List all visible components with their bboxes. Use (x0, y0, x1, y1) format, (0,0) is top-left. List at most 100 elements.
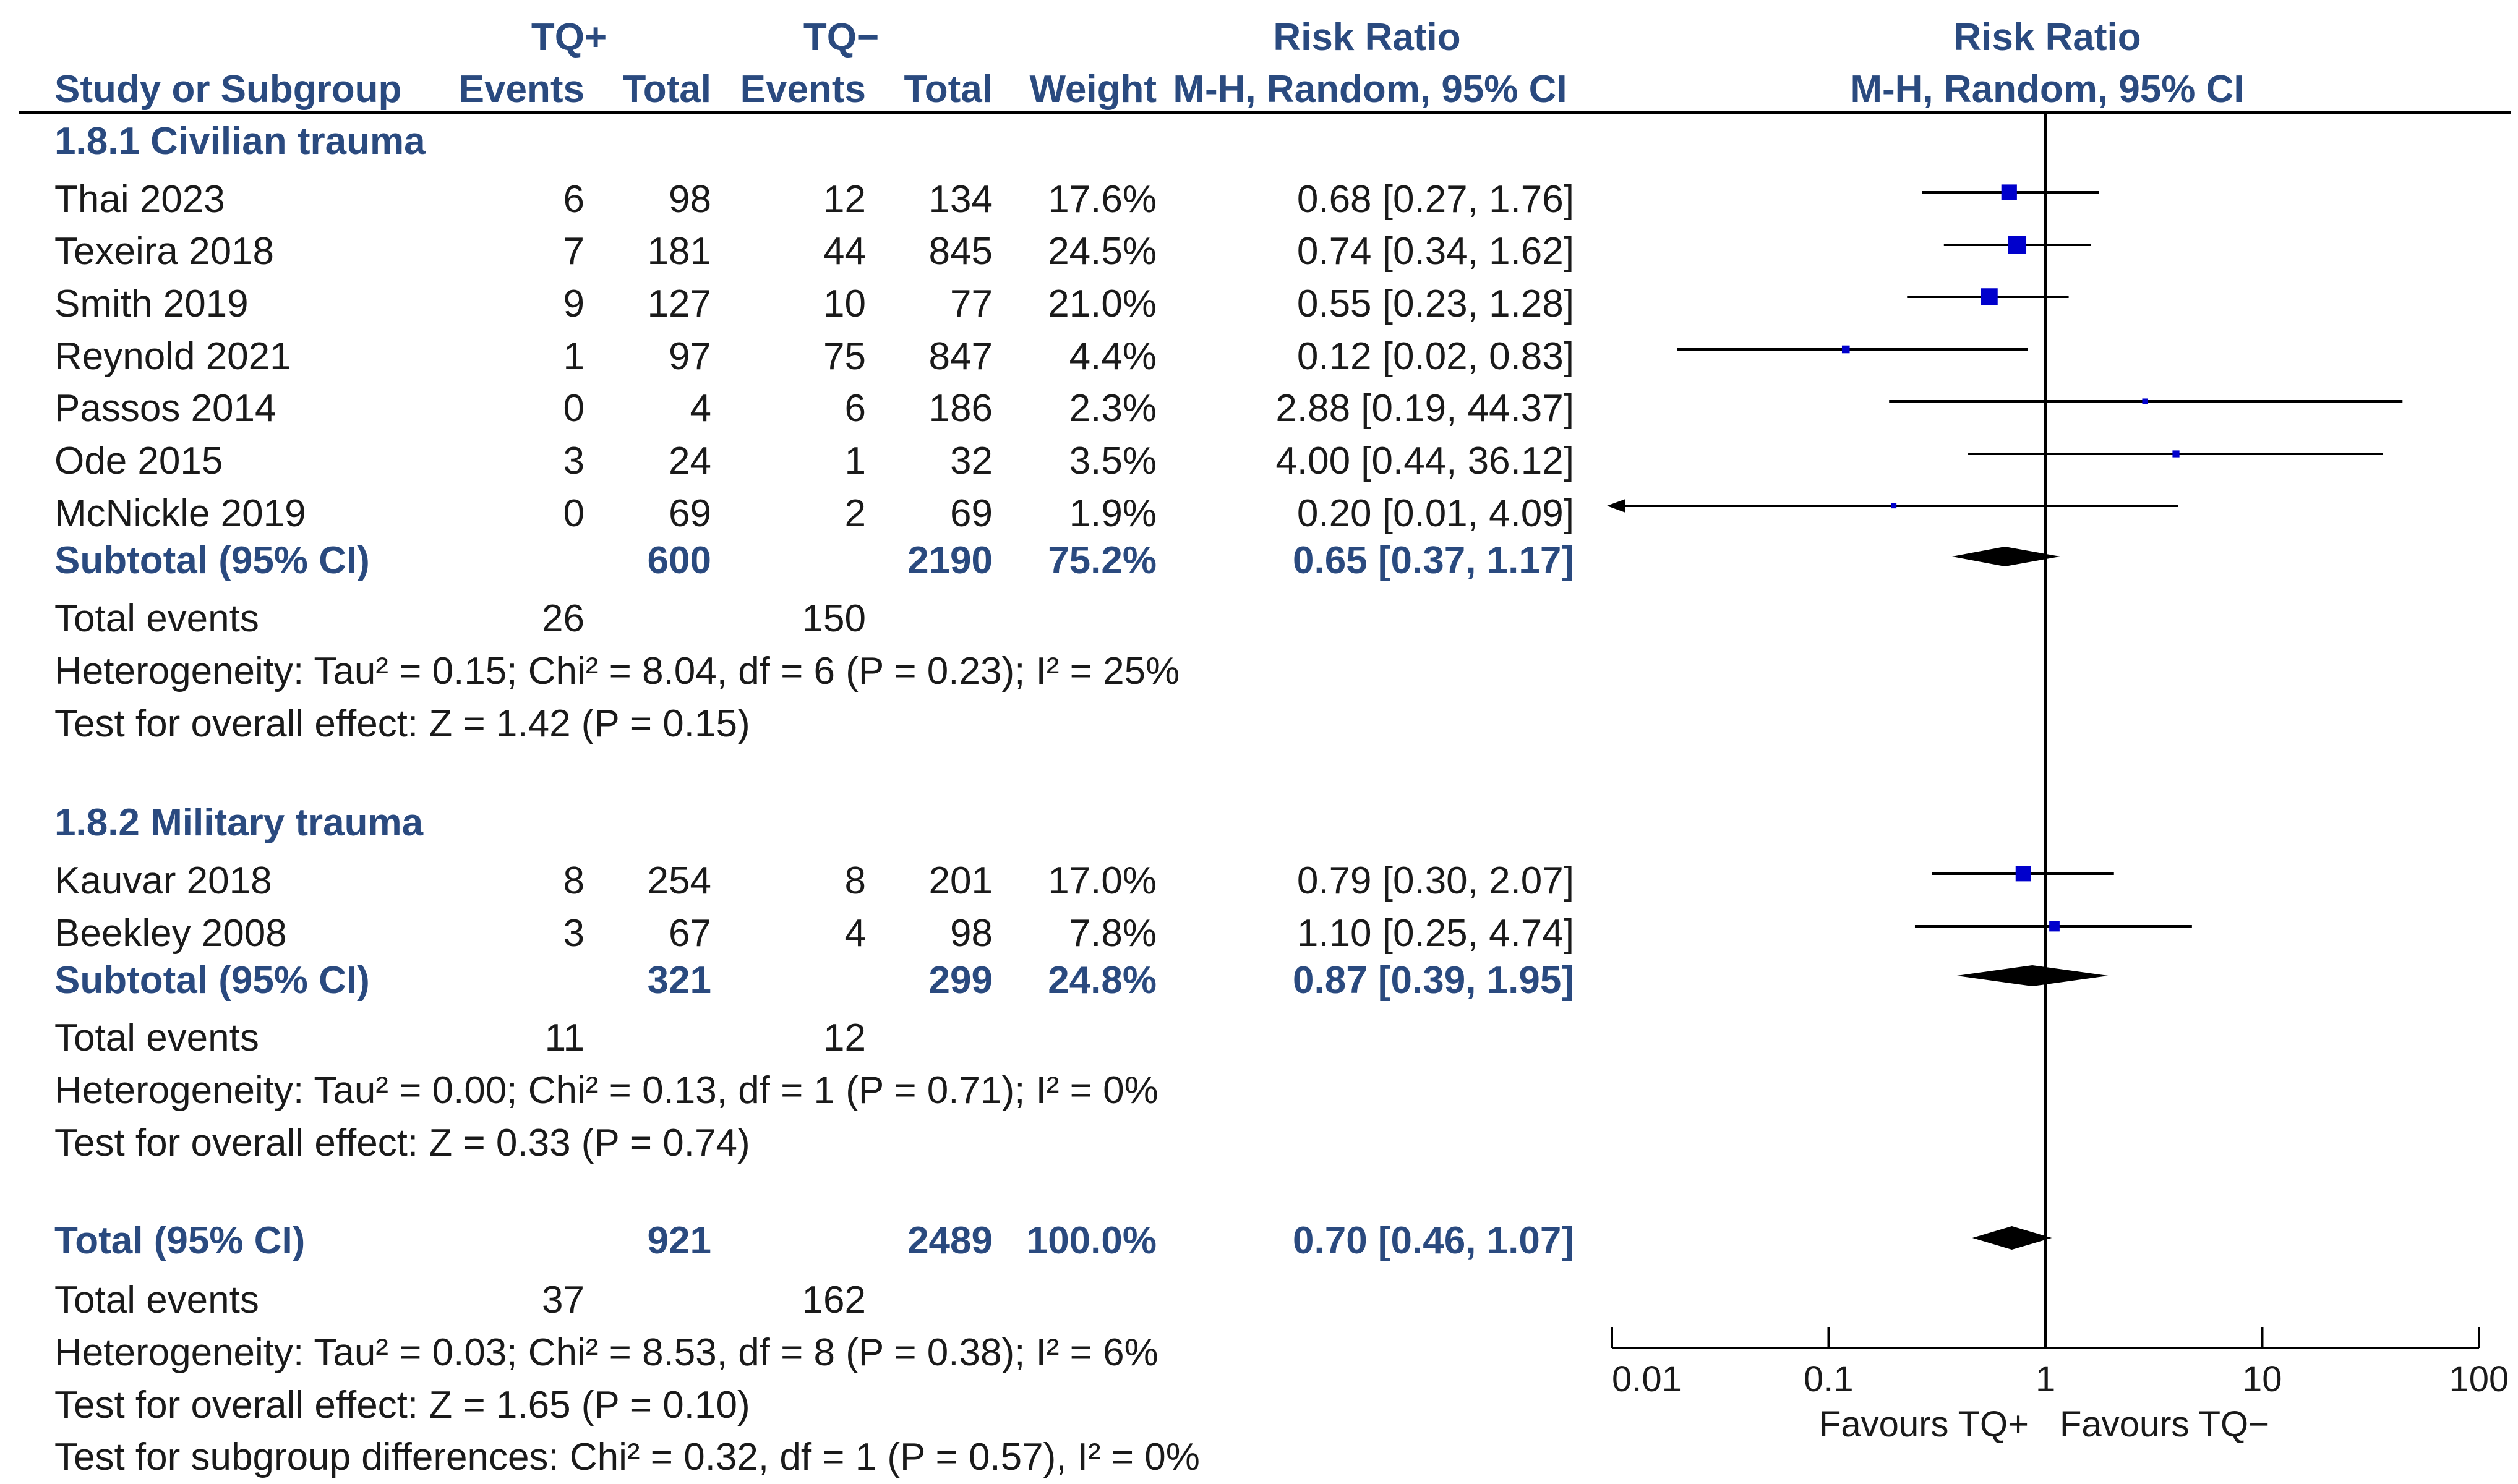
subgroup-title: 1.8.1 Civilian trauma (54, 120, 426, 163)
group1-header: TQ+ (531, 16, 607, 59)
study-name: Texeira 2018 (54, 230, 275, 273)
study-total2: 77 (950, 283, 993, 325)
heterogeneity-text: Heterogeneity: Tau² = 0.00; Chi² = 0.13,… (54, 1069, 1158, 1112)
study-events1: 7 (563, 230, 585, 273)
subtotal-total2: 299 (928, 959, 993, 1002)
x-tick-label: 0.01 (1612, 1359, 1682, 1399)
study-total1: 69 (669, 492, 711, 535)
study-total2: 847 (928, 335, 993, 378)
total-events2: 162 (802, 1279, 866, 1321)
study-name: Thai 2023 (54, 178, 225, 221)
effect-marker (1841, 345, 1850, 354)
subtotal-label: Subtotal (95% CI) (54, 539, 370, 582)
study-name: Ode 2015 (54, 440, 223, 482)
rr-column-header: Risk Ratio (1273, 16, 1461, 59)
study-weight: 3.5% (1069, 440, 1157, 482)
study-name: Kauvar 2018 (54, 859, 272, 902)
study-events2: 1 (844, 440, 866, 482)
overall-effect-text: Test for overall effect: Z = 1.42 (P = 0… (54, 702, 750, 745)
total-ci-text: 0.70 [0.46, 1.07] (1293, 1219, 1574, 1262)
effect-marker (2015, 866, 2031, 882)
method-plot-header: M-H, Random, 95% CI (1850, 68, 2245, 111)
subtotal-total1: 600 (647, 539, 711, 582)
x-tick-label: 10 (2242, 1359, 2282, 1399)
study-total1: 181 (647, 230, 711, 273)
study-events2: 75 (823, 335, 866, 378)
subgroup-differences-text: Test for subgroup differences: Chi² = 0.… (54, 1436, 1200, 1478)
subtotal-total2: 2190 (907, 539, 993, 582)
subtotal-label: Subtotal (95% CI) (54, 959, 370, 1002)
study-total2: 186 (928, 387, 993, 430)
total-events1: 11 (544, 1017, 585, 1059)
events2-header: Events (740, 68, 866, 111)
study-ci-text: 0.55 [0.23, 1.28] (1296, 283, 1574, 325)
subtotal-weight: 24.8% (1048, 959, 1157, 1002)
x-tick-label: 1 (2036, 1359, 2056, 1399)
weight-header: Weight (1029, 68, 1157, 111)
pooled-diamond (1951, 547, 2060, 566)
study-total1: 67 (669, 912, 711, 955)
study-events2: 6 (844, 387, 866, 430)
study-ci-text: 1.10 [0.25, 4.74] (1296, 912, 1574, 955)
effect-marker (2001, 184, 2017, 200)
effect-marker (2008, 236, 2027, 254)
study-events2: 10 (823, 283, 866, 325)
study-events1: 0 (563, 492, 585, 535)
study-total1: 254 (647, 859, 711, 902)
study-weight: 17.6% (1048, 178, 1157, 221)
pooled-diamond (1972, 1226, 2052, 1250)
heterogeneity-text: Heterogeneity: Tau² = 0.15; Chi² = 8.04,… (54, 650, 1180, 693)
study-ci-text: 0.12 [0.02, 0.83] (1296, 335, 1574, 378)
heterogeneity-text: Heterogeneity: Tau² = 0.03; Chi² = 8.53,… (54, 1331, 1158, 1374)
overall-effect-text: Test for overall effect: Z = 1.65 (P = 0… (54, 1384, 750, 1426)
method-column-header: M-H, Random, 95% CI (1173, 68, 1567, 111)
total-events-label: Total events (54, 597, 259, 640)
subtotal-ci-text: 0.87 [0.39, 1.95] (1293, 959, 1574, 1002)
study-total2: 69 (950, 492, 993, 535)
pooled-diamond (1956, 965, 2109, 986)
study-name: Beekley 2008 (54, 912, 287, 955)
effect-marker (1981, 288, 1998, 305)
total-events-label: Total events (54, 1279, 259, 1321)
study-name: Reynold 2021 (54, 335, 291, 378)
favours-right-label: Favours TQ− (2060, 1404, 2269, 1444)
study-ci-text: 0.74 [0.34, 1.62] (1296, 230, 1574, 273)
events1-header: Events (458, 68, 585, 111)
study-ci-text: 0.20 [0.01, 4.09] (1296, 492, 1574, 535)
study-total2: 32 (950, 440, 993, 482)
study-ci-text: 0.79 [0.30, 2.07] (1296, 859, 1574, 902)
overall-effect-text: Test for overall effect: Z = 0.33 (P = 0… (54, 1122, 750, 1164)
study-events2: 4 (844, 912, 866, 955)
effect-marker (2049, 921, 2060, 932)
total-events1: 26 (542, 597, 585, 640)
study-total1: 24 (669, 440, 711, 482)
subtotal-ci-text: 0.65 [0.37, 1.17] (1293, 539, 1574, 582)
study-events2: 8 (844, 859, 866, 902)
total-events1: 37 (542, 1279, 585, 1321)
effect-marker (2142, 398, 2148, 404)
study-name: Smith 2019 (54, 283, 249, 325)
total2-header: Total (904, 68, 993, 111)
study-weight: 17.0% (1048, 859, 1157, 902)
x-tick-label: 100 (2449, 1359, 2509, 1399)
favours-left-label: Favours TQ+ (1819, 1404, 2029, 1444)
study-total1: 4 (690, 387, 711, 430)
study-weight: 24.5% (1048, 230, 1157, 273)
study-total1: 97 (669, 335, 711, 378)
study-total1: 98 (669, 178, 711, 221)
study-events1: 1 (563, 335, 585, 378)
study-events1: 8 (563, 859, 585, 902)
study-weight: 2.3% (1069, 387, 1157, 430)
forest-plot-marks (1607, 113, 2480, 1349)
study-total1: 127 (647, 283, 711, 325)
study-events1: 3 (563, 440, 585, 482)
study-name: McNickle 2019 (54, 492, 306, 535)
study-ci-text: 4.00 [0.44, 36.12] (1275, 440, 1574, 482)
study-events2: 44 (823, 230, 866, 273)
study-ci-text: 2.88 [0.19, 44.37] (1275, 387, 1574, 430)
total-label: Total (95% CI) (54, 1219, 306, 1262)
total-weight: 100.0% (1026, 1219, 1157, 1262)
subtotal-total1: 321 (647, 959, 711, 1002)
total1-header: Total (622, 68, 712, 111)
